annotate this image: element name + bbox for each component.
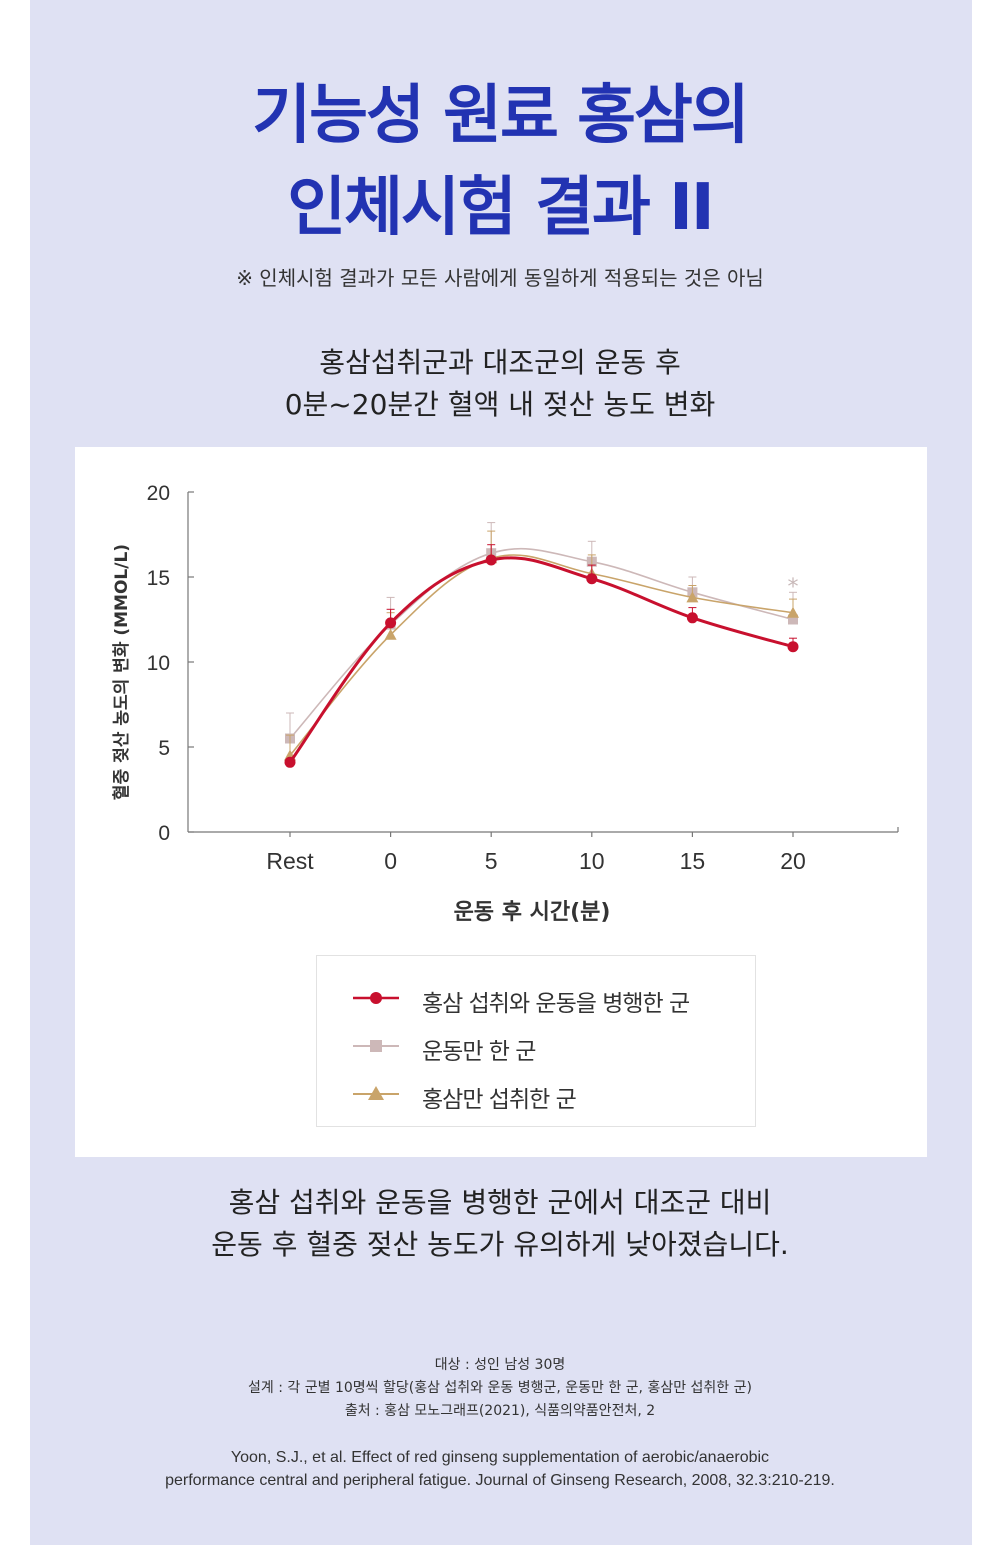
legend-marker-square bbox=[353, 1040, 399, 1052]
legend-item-exercise-only: 운동만 한 군 bbox=[317, 1026, 755, 1066]
data-point-triangle bbox=[686, 591, 699, 603]
chart-legend: 홍삼 섭취와 운동을 병행한 군 운동만 한 군 홍삼만 섭취한 군 bbox=[316, 955, 756, 1127]
title-line-2: 인체시험 결과 II bbox=[287, 171, 714, 245]
significance-marker: * bbox=[788, 575, 799, 600]
title-line-1: 기능성 원료 홍삼의 bbox=[252, 79, 750, 153]
chart-card: 0 5 10 15 20 Rest 0 5 10 15 20 운동 후 시간(분) 혈중 젖산 농도의 … bbox=[75, 447, 927, 1157]
series-line bbox=[289, 547, 794, 740]
chart-subtitle: 홍삼섭취군과 대조군의 운동 후 0분~20분간 혈액 내 젖산 농도 변화 bbox=[0, 342, 1000, 426]
legend-marker-triangle bbox=[353, 1086, 399, 1100]
study-notes: 대상 : 성인 남성 30명 설계 : 각 군별 10명씩 할당(홍삼 섭취와 … bbox=[0, 1354, 1000, 1423]
subtitle-line-1: 홍삼섭취군과 대조군의 운동 후 bbox=[319, 346, 681, 379]
data-point-square bbox=[788, 614, 798, 625]
legend-label: 운동만 한 군 bbox=[422, 1039, 536, 1065]
data-point-triangle bbox=[787, 606, 799, 618]
data-point-circle bbox=[586, 573, 598, 585]
legend-marker-circle bbox=[353, 992, 399, 1004]
series-line bbox=[288, 556, 794, 764]
y-tick-label: 15 bbox=[147, 567, 170, 590]
y-axis-label: 혈중 젖산 농도의 변화 (MMOL/L) bbox=[111, 544, 132, 800]
note-design: 설계 : 각 군별 10명씩 할당(홍삼 섭취와 운동 병행군, 운동만 한 군… bbox=[248, 1380, 752, 1396]
subtitle-line-2: 0분~20분간 혈액 내 젖산 농도 변화 bbox=[284, 388, 716, 421]
x-axis-label: 운동 후 시간(분) bbox=[454, 900, 611, 925]
legend-label: 홍삼 섭취와 운동을 병행한 군 bbox=[422, 991, 690, 1017]
data-point-triangle bbox=[384, 628, 397, 640]
legend-item-ginseng-exercise: 홍삼 섭취와 운동을 병행한 군 bbox=[317, 978, 755, 1018]
reference-line-1: Yoon, S.J., et al. Effect of red ginseng… bbox=[230, 1449, 770, 1466]
data-point-circle bbox=[686, 612, 698, 624]
data-point-circle bbox=[284, 756, 296, 768]
x-tick-label: Rest bbox=[266, 848, 314, 874]
conclusion-text: 홍삼 섭취와 운동을 병행한 군에서 대조군 대비 운동 후 혈중 젖산 농도가… bbox=[0, 1182, 1000, 1266]
x-tick-label: 0 bbox=[384, 848, 397, 874]
page-title: 기능성 원료 홍삼의 인체시험 결과 II bbox=[0, 70, 1000, 254]
note-subjects: 대상 : 성인 남성 30명 bbox=[434, 1357, 566, 1373]
reference-line-2: performance central and peripheral fatig… bbox=[165, 1472, 835, 1489]
x-tick-label: 10 bbox=[579, 848, 605, 874]
conclusion-line-2: 운동 후 혈중 젖산 농도가 유의하게 낮아졌습니다. bbox=[211, 1228, 789, 1261]
x-tick-label: 15 bbox=[680, 848, 706, 874]
y-tick-label: 5 bbox=[158, 737, 170, 760]
data-point-circle bbox=[485, 554, 497, 566]
x-tick-label: 20 bbox=[780, 848, 806, 874]
y-tick-label: 10 bbox=[147, 652, 170, 675]
series-line bbox=[289, 554, 794, 757]
reference-citation: Yoon, S.J., et al. Effect of red ginseng… bbox=[0, 1446, 1000, 1492]
note-source: 출처 : 홍삼 모노그래프(2021), 식품의약품안전처, 2 bbox=[344, 1403, 656, 1419]
y-tick-label: 0 bbox=[158, 822, 170, 845]
x-tick-label: 5 bbox=[485, 848, 498, 874]
lactate-line-chart: 0 5 10 15 20 Rest 0 5 10 15 20 운동 후 시간(분) 혈중 젖산 농도의 … bbox=[111, 482, 899, 925]
y-tick-label: 20 bbox=[147, 482, 170, 505]
conclusion-line-1: 홍삼 섭취와 운동을 병행한 군에서 대조군 대비 bbox=[228, 1186, 772, 1219]
disclaimer-note: ※ 인체시험 결과가 모든 사람에게 동일하게 적용되는 것은 아님 bbox=[236, 266, 764, 290]
data-point-circle bbox=[385, 617, 397, 629]
data-point-circle bbox=[787, 641, 799, 653]
legend-item-ginseng-only: 홍삼만 섭취한 군 bbox=[317, 1074, 755, 1114]
legend-label: 홍삼만 섭취한 군 bbox=[422, 1087, 577, 1113]
